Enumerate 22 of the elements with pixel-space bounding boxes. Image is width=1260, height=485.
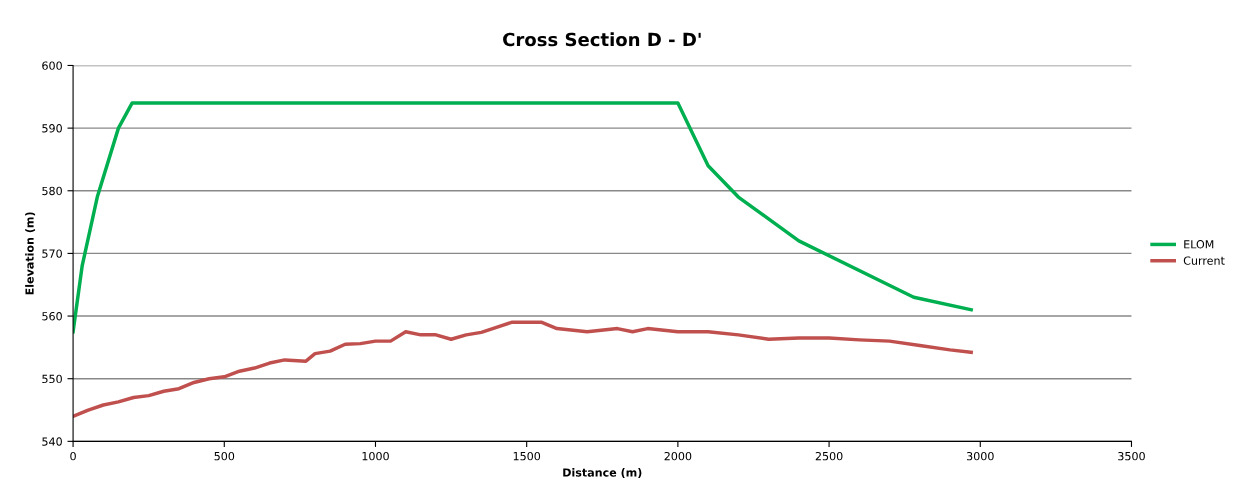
y-tick-label: 540: [42, 437, 62, 446]
y-tick-label: 600: [42, 61, 62, 70]
line-series: [73, 101, 973, 334]
y-tick-label: 580: [42, 186, 62, 196]
x-tick-label: 2000: [664, 451, 692, 461]
x-tick-label: 1000: [362, 451, 389, 461]
y-tick-label: 550: [42, 374, 62, 384]
y-tick-label: 560: [42, 312, 62, 321]
x-tick-label: 1500: [513, 451, 541, 461]
x-tick-label: 3000: [966, 451, 994, 461]
x-tick-label: 3500: [1118, 451, 1145, 461]
legend-label: Current: [1183, 256, 1225, 265]
x-axis-title: Distance (m): [563, 468, 642, 478]
x-tick-label: 0: [70, 451, 76, 461]
legend-label: ELOM: [1184, 240, 1214, 249]
line-series: [73, 320, 973, 419]
y-tick-label: 570: [42, 249, 62, 258]
y-axis-title: Elevation (m): [25, 212, 36, 295]
x-tick-label: 2500: [815, 451, 843, 461]
y-tick-label: 590: [42, 124, 62, 133]
chart-title: Cross Section D - D': [503, 32, 701, 47]
x-tick-label: 500: [214, 451, 235, 461]
